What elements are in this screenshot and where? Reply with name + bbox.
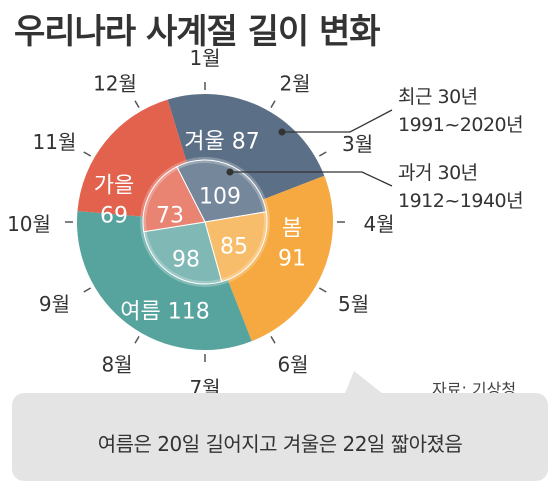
inner-slice-autumn <box>142 166 206 233</box>
legend-recent-range: 1991~2020년 <box>398 114 524 136</box>
month-tick-2 <box>270 100 276 109</box>
legend-recent-label: 최근 30년 <box>398 86 478 108</box>
month-label-3: 3월 <box>342 132 373 156</box>
month-tick-3 <box>318 151 327 157</box>
month-tick-8 <box>134 335 140 344</box>
outer-label-summer: 여름 118 <box>120 300 209 325</box>
callout-pointer <box>342 371 392 401</box>
legend-recent-leader <box>282 109 393 133</box>
inner-slice-winter <box>176 159 267 223</box>
chart-title: 우리나라 사계절 길이 변화 <box>14 12 381 52</box>
inner-label-autumn: 73 <box>156 204 184 229</box>
outer-label-winter: 겨울 87 <box>184 130 259 155</box>
inner-label-summer: 98 <box>172 248 200 273</box>
month-label-1: 1월 <box>189 46 220 70</box>
inner-label-spring: 85 <box>220 235 248 260</box>
month-tick-12 <box>134 100 140 109</box>
month-label-2: 2월 <box>279 71 310 95</box>
inner-pie-halo <box>140 157 270 287</box>
outer-label-name-autumn: 가을 <box>94 174 134 199</box>
month-tick-5 <box>318 287 327 293</box>
month-label-5: 5월 <box>338 292 369 316</box>
legend-past-range: 1912~1940년 <box>398 190 524 212</box>
month-label-11: 11월 <box>33 130 77 154</box>
inner-label-winter: 109 <box>199 185 241 210</box>
outer-label-value-spring: 91 <box>278 247 306 272</box>
month-label-12: 12월 <box>93 71 137 95</box>
month-tick-11 <box>83 151 92 157</box>
legend-past-leader <box>230 171 393 187</box>
month-label-9: 9월 <box>39 292 70 316</box>
outer-label-value-autumn: 69 <box>100 204 128 229</box>
summary-text: 여름은 20일 길어지고 겨울은 22일 짧아졌음 <box>97 432 463 456</box>
month-label-10: 10월 <box>7 212 51 236</box>
summary-callout: 여름은 20일 길어지고 겨울은 22일 짧아졌음 <box>12 371 548 481</box>
legend-past-label: 과거 30년 <box>398 162 478 184</box>
month-label-6: 6월 <box>277 353 308 377</box>
month-tick-9 <box>83 287 92 293</box>
inner-slice-summer <box>143 221 223 285</box>
month-label-8: 8월 <box>101 353 132 377</box>
month-tick-6 <box>270 335 276 344</box>
outer-label-name-spring: 봄 <box>282 217 302 242</box>
inner-slice-spring <box>204 211 268 283</box>
month-label-4: 4월 <box>363 212 394 236</box>
